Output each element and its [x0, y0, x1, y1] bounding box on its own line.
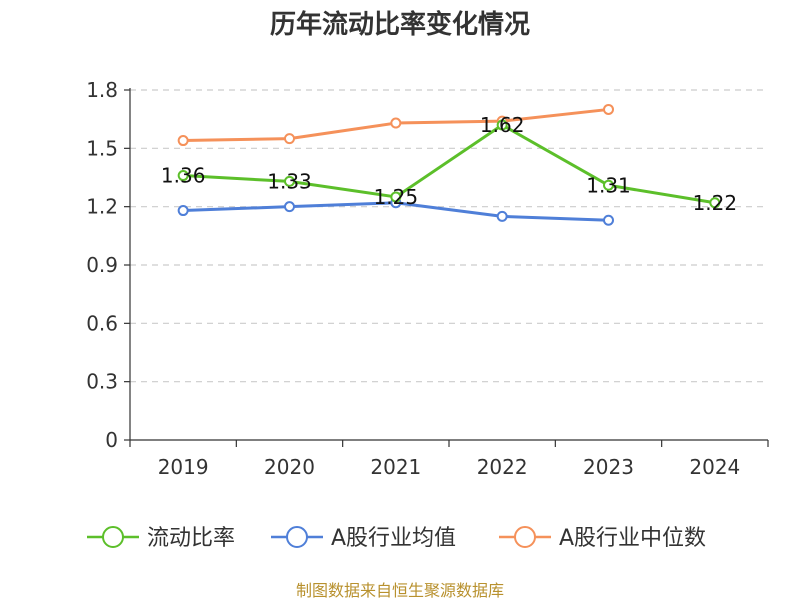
legend-item[interactable]: A股行业均值	[271, 526, 456, 551]
legend-item[interactable]: A股行业中位数	[499, 526, 706, 551]
y-tick-label: 1.5	[86, 136, 118, 160]
data-point	[603, 103, 614, 115]
legend-marker-icon	[102, 526, 124, 548]
data-label: 1.31	[586, 173, 631, 197]
legend-label: A股行业中位数	[559, 526, 706, 551]
legend-marker-icon	[514, 526, 536, 548]
data-point	[390, 117, 402, 129]
x-tick-label: 2019	[158, 455, 209, 479]
legend-label: A股行业均值	[331, 526, 456, 551]
data-point	[603, 214, 614, 226]
x-tick-label: 2023	[583, 455, 634, 479]
data-point	[496, 210, 508, 222]
data-label: 1.25	[374, 185, 419, 209]
y-tick-label: 1.8	[86, 78, 118, 102]
y-tick-label: 0.3	[86, 370, 118, 394]
data-point	[284, 133, 295, 145]
series-line	[183, 123, 716, 205]
data-label: 1.62	[480, 113, 525, 137]
data-point	[603, 179, 614, 191]
chart-title: 历年流动比率变化情况	[270, 9, 530, 40]
data-label: 1.22	[693, 191, 738, 215]
legend: 流动比率 A股行业均值 A股行业中位数	[87, 526, 706, 551]
y-tick-label: 0.9	[86, 253, 118, 277]
x-tick-label: 2024	[689, 455, 740, 479]
y-tick-label: 1.2	[86, 195, 118, 219]
x-tick-label: 2020	[264, 455, 315, 479]
series-layer: 1.36 1.33 1.25 1.62 1.31 1.22	[161, 103, 738, 226]
data-label: 1.33	[267, 169, 312, 193]
data-point	[284, 175, 295, 187]
legend-label: 流动比率	[147, 526, 235, 551]
y-tick-label: 0.6	[86, 311, 118, 335]
source-note: 制图数据来自恒生聚源数据库	[296, 581, 504, 600]
x-tick-label: 2022	[477, 455, 528, 479]
data-point	[709, 197, 721, 209]
data-point	[177, 205, 189, 217]
axes: 0 0.3 0.6 0.9 1.2 1.5 1.8 2019 2020 2021 2022 2023 2…	[86, 78, 769, 479]
y-tick-label: 0	[105, 428, 118, 452]
data-label: 1.36	[161, 164, 206, 188]
legend-item[interactable]: 流动比率	[87, 526, 235, 551]
data-point	[177, 135, 189, 147]
legend-marker-icon	[286, 526, 308, 548]
grid-lines	[130, 89, 768, 383]
data-point	[496, 119, 508, 131]
x-tick-label: 2021	[370, 455, 421, 479]
data-point	[390, 191, 402, 203]
data-point	[177, 170, 189, 182]
data-point	[284, 201, 295, 213]
